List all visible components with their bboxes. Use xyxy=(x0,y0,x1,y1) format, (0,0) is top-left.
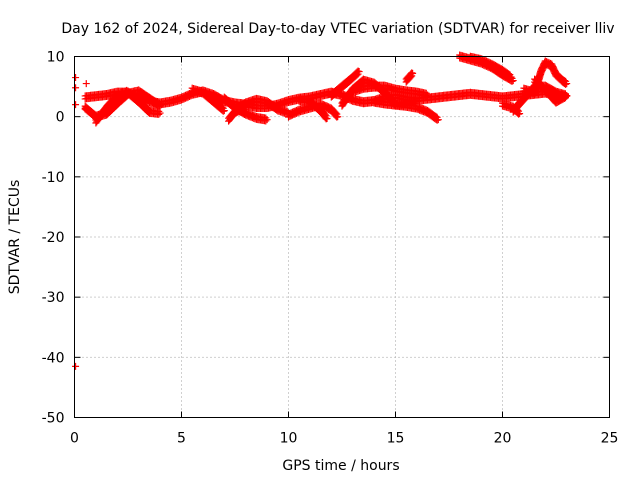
chart-title: Day 162 of 2024, Sidereal Day-to-day VTE… xyxy=(61,21,614,37)
data-point xyxy=(242,104,250,112)
data-point xyxy=(434,116,442,124)
data-point xyxy=(407,73,415,81)
y-axis-label: SDTVAR / TECUs xyxy=(7,180,23,295)
data-point xyxy=(262,117,270,125)
x-tick-label: 0 xyxy=(70,431,79,447)
data-point xyxy=(220,107,228,115)
data-points xyxy=(72,51,571,370)
data-point xyxy=(72,362,80,370)
x-tick-label: 10 xyxy=(280,431,298,447)
data-point xyxy=(424,91,432,99)
data-point xyxy=(156,102,164,110)
data-point xyxy=(156,109,164,117)
data-point xyxy=(72,101,80,109)
y-tick-label: 0 xyxy=(56,110,65,126)
y-tick-label: -50 xyxy=(42,411,65,427)
data-point xyxy=(563,92,571,100)
x-tick-label: 5 xyxy=(177,431,186,447)
data-point xyxy=(334,113,342,121)
data-point xyxy=(507,73,515,81)
x-axis-label: GPS time / hours xyxy=(282,458,399,474)
x-tick-label: 15 xyxy=(387,431,405,447)
data-point xyxy=(516,110,524,118)
data-point xyxy=(263,116,271,124)
data-point xyxy=(409,69,417,77)
x-tick-label: 20 xyxy=(494,431,512,447)
data-point xyxy=(413,97,421,105)
y-tick-labels: 10 0 -10 -20 -30 -40 -50 xyxy=(42,50,65,427)
data-point xyxy=(509,77,517,85)
y-tick-label: -40 xyxy=(42,350,65,366)
data-point xyxy=(72,74,80,82)
y-tick-label: -20 xyxy=(42,230,65,246)
data-point xyxy=(82,80,90,88)
data-point xyxy=(155,110,163,118)
data-point xyxy=(508,77,516,85)
data-point xyxy=(72,84,80,92)
data-point xyxy=(563,80,571,88)
x-tick-labels: 0 5 10 15 20 25 xyxy=(70,431,618,447)
data-point xyxy=(562,80,570,88)
data-point xyxy=(433,116,441,124)
data-point xyxy=(422,92,430,100)
axis-ticks xyxy=(74,56,610,418)
data-point xyxy=(353,71,361,79)
y-tick-label: -30 xyxy=(42,290,65,306)
x-tick-label: 25 xyxy=(601,431,619,447)
y-tick-label: -10 xyxy=(42,170,65,186)
data-point xyxy=(355,68,363,76)
y-tick-label: 10 xyxy=(47,50,65,66)
data-point xyxy=(323,114,331,122)
data-point xyxy=(506,74,514,82)
